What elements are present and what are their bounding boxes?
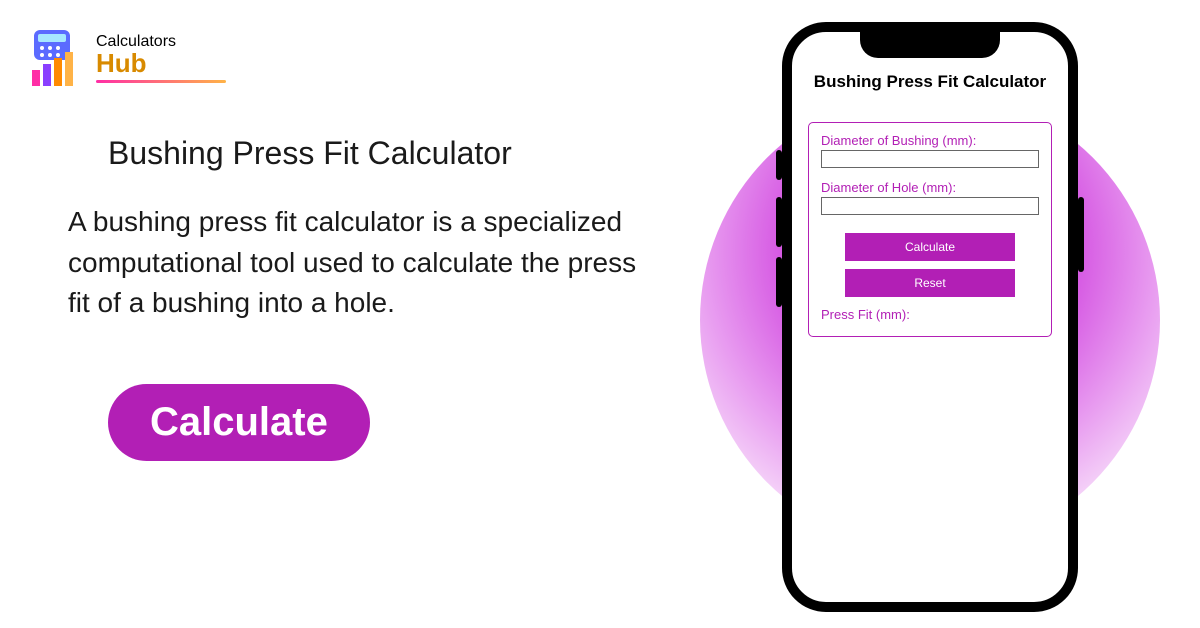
phone-side-button — [1078, 197, 1084, 272]
phone-screen: Bushing Press Fit Calculator Diameter of… — [794, 34, 1066, 600]
main-content: Bushing Press Fit Calculator A bushing p… — [70, 135, 630, 461]
logo-text: Calculators Hub — [96, 34, 226, 83]
phone-side-button — [776, 150, 782, 180]
field-label-bushing: Diameter of Bushing (mm): — [821, 133, 1039, 148]
phone-side-button — [776, 257, 782, 307]
logo-icon — [28, 28, 88, 88]
phone-mockup: Bushing Press Fit Calculator Diameter of… — [782, 22, 1078, 612]
calculate-cta-button[interactable]: Calculate — [108, 384, 370, 461]
phone-side-button — [776, 197, 782, 247]
field-label-hole: Diameter of Hole (mm): — [821, 180, 1039, 195]
bushing-diameter-input[interactable] — [821, 150, 1039, 168]
calculator-form: Diameter of Bushing (mm): Diameter of Ho… — [808, 122, 1052, 337]
logo-line2: Hub — [96, 50, 226, 76]
description-text: A bushing press fit calculator is a spec… — [68, 202, 658, 324]
hole-diameter-input[interactable] — [821, 197, 1039, 215]
calculate-button[interactable]: Calculate — [845, 233, 1015, 261]
logo-underline — [96, 80, 226, 83]
page-title: Bushing Press Fit Calculator — [108, 135, 630, 172]
button-row: Calculate Reset — [821, 233, 1039, 297]
app-title: Bushing Press Fit Calculator — [808, 72, 1052, 92]
result-label: Press Fit (mm): — [821, 307, 1039, 322]
logo: Calculators Hub — [28, 28, 226, 88]
reset-button[interactable]: Reset — [845, 269, 1015, 297]
